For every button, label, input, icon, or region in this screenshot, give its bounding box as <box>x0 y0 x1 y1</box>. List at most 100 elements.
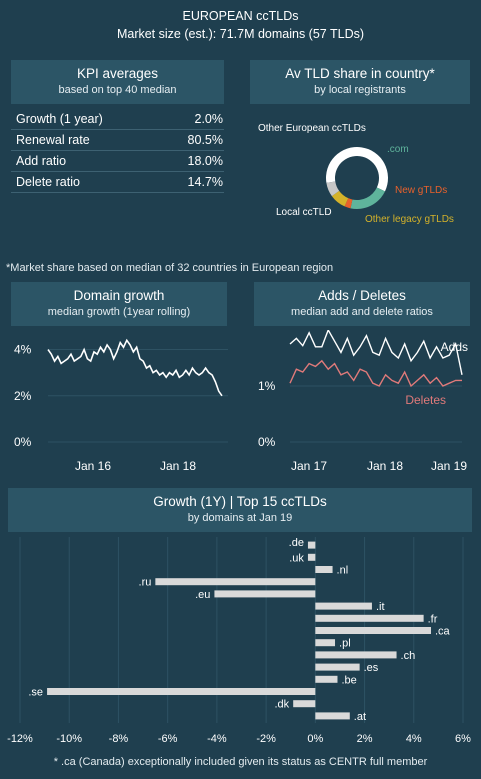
donut-slice-com <box>350 187 385 209</box>
growth-panel-header: Domain growth median growth (1year rolli… <box>11 282 227 326</box>
bar-label: .ru <box>139 577 152 589</box>
dashboard-title: EUROPEAN ccTLDs <box>182 9 299 23</box>
kpi-value: 14.7% <box>187 175 223 189</box>
bar-label: .be <box>341 674 356 686</box>
bar-pl <box>315 639 336 647</box>
bar-label: .ch <box>401 650 416 662</box>
bar-label: .de <box>289 537 304 549</box>
x-tick-label: Jan 18 <box>160 459 196 473</box>
bar-label: .ca <box>435 626 451 638</box>
x-tick-label: Jan 19 <box>431 459 467 473</box>
top15-bar-chart: .de .uk .nl .ru .eu .it .fr.ca .pl .ch .es .be .se.… <box>7 537 471 745</box>
adds-subtitle: median add and delete ratios <box>291 306 433 318</box>
kpi-panel-header: KPI averages based on top 40 median <box>11 60 224 104</box>
bar-uk <box>307 553 316 561</box>
kpi-label: Delete ratio <box>16 175 80 189</box>
bar-se <box>47 688 316 695</box>
y-tick-label: 0% <box>258 435 276 449</box>
bar-fr <box>315 614 424 622</box>
y-tick-label: 4% <box>14 343 32 357</box>
x-tick-label: Jan 17 <box>291 459 327 473</box>
adds-panel-header: Adds / Deletes median add and delete rat… <box>254 282 470 326</box>
kpi-subtitle: based on top 40 median <box>58 84 177 96</box>
x-tick-label: 0% <box>307 733 323 745</box>
kpi-row-add: Add ratio 18.0% <box>11 151 224 172</box>
donut-label-com: .com <box>387 144 409 155</box>
donut-slice-other-european <box>326 181 340 197</box>
kpi-label: Renewal rate <box>16 133 90 147</box>
dashboard-subtitle: Market size (est.): 71.7M domains (57 TL… <box>116 27 365 41</box>
donut-label-other-european: Other European ccTLDs <box>258 123 366 134</box>
bar-at <box>315 712 350 720</box>
x-tick-label: -2% <box>256 733 276 745</box>
x-tick-label: 4% <box>406 733 422 745</box>
series-line-adds <box>289 330 463 375</box>
x-tick-label: 6% <box>455 733 471 745</box>
x-tick-label: Jan 18 <box>367 459 403 473</box>
donut-slice-new-gtlds <box>344 198 353 209</box>
share-panel-header: Av TLD share in country* by local regist… <box>250 60 470 104</box>
bar-label: .es <box>364 662 379 674</box>
bar-it <box>315 602 372 610</box>
kpi-row-growth: Growth (1 year) 2.0% <box>11 109 224 130</box>
bar-nl <box>315 566 333 573</box>
growth-title: Domain growth <box>73 288 165 303</box>
domain-growth-chart: 4% 2% 0% Jan 16 Jan 18 <box>14 338 228 473</box>
share-subtitle: by local registrants <box>314 84 406 96</box>
kpi-value: 2.0% <box>194 112 224 126</box>
share-donut-chart: Other European ccTLDs .com New gTLDs Oth… <box>258 123 454 225</box>
kpi-label: Growth (1 year) <box>16 112 103 126</box>
kpi-row-renewal: Renewal rate 80.5% <box>11 130 224 151</box>
bar-label: .it <box>376 601 385 613</box>
y-tick-label: 0% <box>14 435 32 449</box>
donut-label-new-gtlds: New gTLDs <box>395 185 447 196</box>
bar-label: .uk <box>289 552 304 564</box>
donut-label-other-legacy: Other legacy gTLDs <box>365 214 454 225</box>
bar-ru <box>155 578 316 586</box>
kpi-title: KPI averages <box>76 66 159 81</box>
top15-subtitle: by domains at Jan 19 <box>187 512 293 524</box>
x-tick-label: -6% <box>158 733 178 745</box>
series-label-deletes: Deletes <box>405 393 446 407</box>
share-footnote: *Market share based on median of 32 coun… <box>6 262 334 274</box>
bar-label: .fr <box>428 613 438 625</box>
bar-de <box>307 541 316 549</box>
x-tick-label: 2% <box>357 733 373 745</box>
bar-label: .nl <box>337 565 349 577</box>
kpi-label: Add ratio <box>16 154 67 168</box>
series-line-deletes <box>289 359 462 388</box>
bar-es <box>315 663 360 671</box>
bar-label: .eu <box>195 589 210 601</box>
bar-label: .pl <box>339 638 351 650</box>
adds-deletes-chart: 1% 0% Adds Deletes Jan 17 Jan 18 Jan 19 <box>258 330 468 473</box>
kpi-value: 18.0% <box>187 154 223 168</box>
canada-footnote: * .ca (Canada) exceptionally included gi… <box>53 756 428 768</box>
top15-panel-header: Growth (1Y) | Top 15 ccTLDs by domains a… <box>8 488 472 532</box>
series-label-adds: Adds <box>441 340 468 354</box>
bar-be <box>315 675 338 683</box>
bar-label: .se <box>28 687 43 699</box>
bar-label: .at <box>354 711 366 723</box>
share-title: Av TLD share in country* <box>285 66 435 81</box>
donut-label-local: Local ccTLD <box>276 207 332 218</box>
donut-slice-other-legacy <box>331 190 349 207</box>
growth-series-line <box>47 338 223 397</box>
y-tick-label: 2% <box>14 389 32 403</box>
x-tick-label: -8% <box>109 733 129 745</box>
bar-label: .dk <box>274 699 289 711</box>
x-tick-label: -4% <box>207 733 227 745</box>
x-tick-label: Jan 16 <box>75 459 111 473</box>
adds-title: Adds / Deletes <box>318 288 406 303</box>
donut-slice-local <box>326 147 388 192</box>
top15-title: Growth (1Y) | Top 15 ccTLDs <box>153 494 327 509</box>
kpi-value: 80.5% <box>187 133 223 147</box>
y-tick-label: 1% <box>258 379 276 393</box>
bar-dk <box>293 700 316 708</box>
growth-subtitle: median growth (1year rolling) <box>47 306 191 318</box>
kpi-row-delete: Delete ratio 14.7% <box>11 172 224 193</box>
x-tick-label: -12% <box>7 733 33 745</box>
bar-ch <box>315 651 397 659</box>
x-tick-label: -10% <box>56 733 82 745</box>
bar-eu <box>214 590 316 598</box>
bar-ca <box>315 627 432 634</box>
